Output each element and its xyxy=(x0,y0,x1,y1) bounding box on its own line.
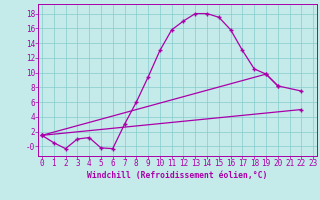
X-axis label: Windchill (Refroidissement éolien,°C): Windchill (Refroidissement éolien,°C) xyxy=(87,171,268,180)
